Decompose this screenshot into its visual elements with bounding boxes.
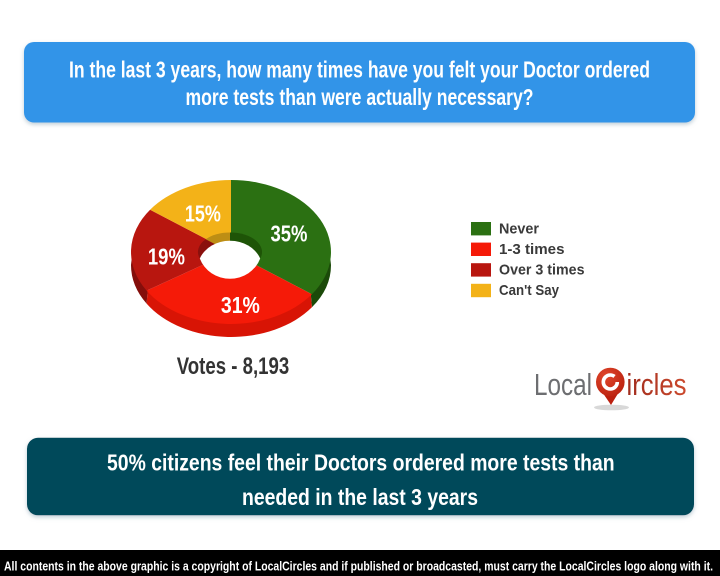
svg-text:31%: 31% [221, 292, 260, 318]
svg-text:Votes - 8,193: Votes - 8,193 [177, 353, 290, 380]
svg-text:Over 3 times: Over 3 times [499, 262, 585, 279]
svg-text:ircles: ircles [627, 367, 687, 402]
svg-text:In the last 3 years, how many: In the last 3 years, how many times have… [69, 56, 650, 82]
svg-text:needed in the last 3 years: needed in the last 3 years [242, 484, 478, 510]
svg-text:Never: Never [499, 220, 539, 237]
svg-text:All contents in the above grap: All contents in the above graphic is a c… [4, 558, 713, 573]
svg-text:Can't Say: Can't Say [499, 282, 560, 299]
svg-text:15%: 15% [185, 200, 221, 226]
svg-text:35%: 35% [271, 221, 308, 247]
svg-text:1-3 times: 1-3 times [499, 241, 565, 258]
svg-text:more tests than were actually: more tests than were actually necessary? [186, 84, 534, 110]
svg-text:50% citizens feel their Doctor: 50% citizens feel their Doctors ordered … [107, 450, 615, 476]
svg-text:19%: 19% [148, 243, 185, 269]
svg-text:Local: Local [534, 367, 592, 402]
